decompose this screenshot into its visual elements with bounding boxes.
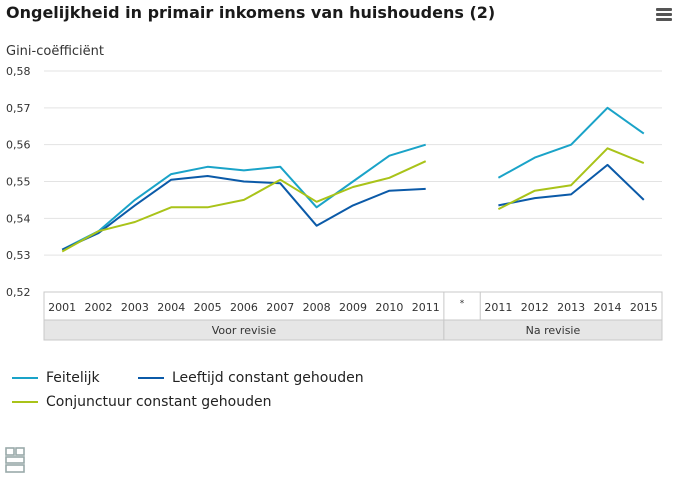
series-line-0 [61,143,426,251]
x-tick-label: 2008 [303,301,331,314]
legend-item-feitelijk[interactable]: Feitelijk [12,370,100,386]
x-tick-label: 2005 [194,301,222,314]
y-tick-label: 0,52 [6,286,31,299]
y-tick-label: 0,54 [6,212,31,225]
x-tick-label: 2011 [484,301,512,314]
series-line-2 [61,160,427,253]
chart-title: Ongelijkheid in primair inkomens van hui… [6,3,496,22]
legend-swatch [12,377,38,379]
x-group-box [443,319,663,341]
x-tick-label: 2001 [48,301,76,314]
y-tick-label: 0,58 [6,65,31,78]
y-axis-title: Gini-coëfficiënt [6,44,104,59]
cbs-logo-icon [4,446,26,478]
legend-swatch [12,401,38,403]
legend-item-leeftijd[interactable]: Leeftijd constant gehouden [138,370,364,386]
legend-item-conjunctuur[interactable]: Conjunctuur constant gehouden [12,394,271,410]
y-tick-label: 0,56 [6,139,31,152]
y-tick-label: 0,53 [6,249,31,262]
legend-swatch [138,377,164,379]
series-line-1 [498,163,645,207]
x-tick-label: 2011 [412,301,440,314]
hamburger-menu-icon[interactable] [656,8,672,22]
series-line-0 [497,106,645,179]
y-tick-label: 0,57 [6,102,31,115]
x-separator-box [443,291,481,321]
x-tick-label: 2003 [121,301,149,314]
x-group-label: Na revisie [526,324,581,337]
legend-label: Conjunctuur constant gehouden [46,394,272,410]
legend-label: Feitelijk [46,370,100,386]
x-tick-label: 2014 [593,301,621,314]
x-tick-label: 2009 [339,301,367,314]
y-tick-label: 0,55 [6,176,31,189]
line-chart: Gini-coëfficiënt 0,52 0,53 0,54 0,55 0,56 0,57… [6,44,663,341]
legend-label: Leeftijd constant gehouden [172,370,364,386]
x-tick-label: 2012 [521,301,549,314]
x-tick-label: 2006 [230,301,258,314]
x-tick-label: 2010 [375,301,403,314]
x-tick-label: 2007 [266,301,294,314]
x-tick-label: 2002 [85,301,113,314]
x-tick-label: * [460,299,465,309]
series-line-2 [497,147,645,210]
x-tick-label: 2013 [557,301,585,314]
x-group-label: Voor revisie [212,324,277,337]
series-line-1 [61,175,426,251]
x-tick-label: 2004 [157,301,185,314]
x-tick-label: 2015 [630,301,658,314]
